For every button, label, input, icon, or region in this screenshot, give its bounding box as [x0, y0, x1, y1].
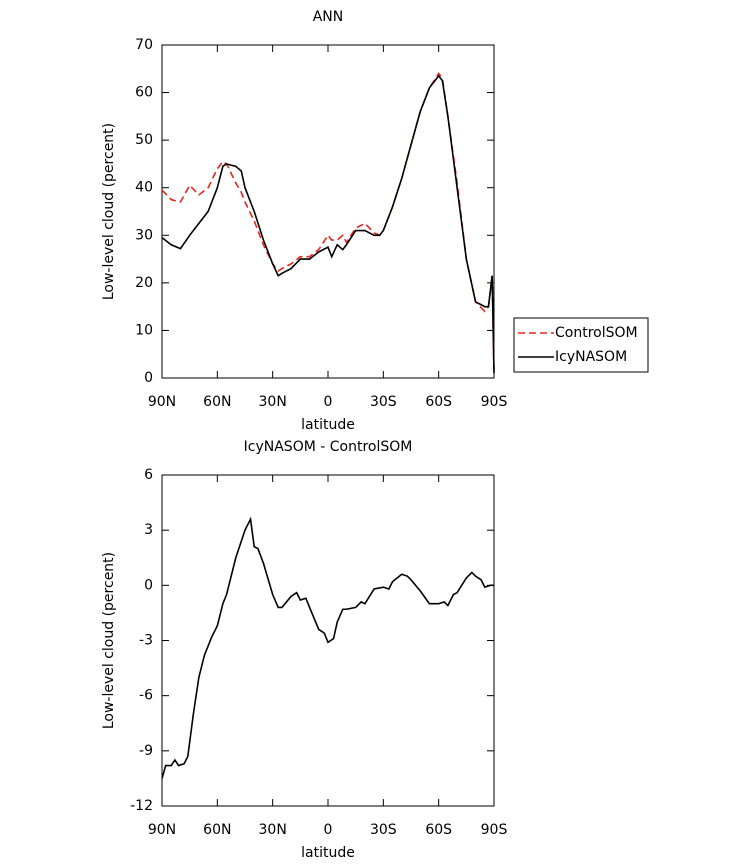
x-tick-label: 90N — [148, 394, 176, 410]
data-line — [161, 74, 495, 374]
data-line — [161, 516, 494, 779]
x-tick-label: 60S — [425, 394, 452, 410]
y-tick-label: 20 — [135, 275, 153, 291]
legend-box — [513, 317, 649, 373]
x-tick-label: 0 — [324, 394, 333, 410]
x-tick-label: 60N — [203, 822, 231, 838]
y-axis-label: Low-level cloud (percent) — [101, 552, 117, 729]
y-tick-label: 10 — [135, 322, 153, 338]
x-tick-label: 30S — [370, 822, 397, 838]
x-tick-label: 60N — [203, 394, 231, 410]
legend-label: IcyNASOM — [555, 349, 627, 365]
x-tick-label: 90S — [481, 394, 508, 410]
y-tick-label: 6 — [144, 467, 153, 483]
y-tick-label: 40 — [135, 180, 153, 196]
y-tick-label: 0 — [144, 370, 153, 386]
x-tick-label: 30N — [259, 822, 287, 838]
y-tick-label: 50 — [135, 132, 153, 148]
x-tick-label: 60S — [425, 822, 452, 838]
y-tick-label: 30 — [135, 227, 153, 243]
x-tick-label: 0 — [324, 822, 333, 838]
y-tick-label: -3 — [139, 633, 153, 649]
y-tick-label: -9 — [139, 743, 153, 759]
y-tick-label: -12 — [130, 798, 153, 814]
data-line — [161, 72, 495, 374]
legend-label: ControlSOM — [555, 325, 638, 341]
chart-title: ANN — [313, 9, 344, 25]
x-axis-label: latitude — [301, 417, 355, 433]
y-tick-label: 60 — [135, 85, 153, 101]
y-axis-label: Low-level cloud (percent) — [101, 123, 117, 300]
x-tick-label: 30S — [370, 394, 397, 410]
y-tick-label: -6 — [139, 688, 153, 704]
chart-title: IcyNASOM - ControlSOM — [244, 439, 413, 455]
y-tick-label: 3 — [144, 522, 153, 538]
legend: ControlSOM IcyNASOM — [513, 317, 649, 373]
x-tick-label: 90N — [148, 822, 176, 838]
x-tick-label: 90S — [481, 822, 508, 838]
y-tick-label: 70 — [135, 37, 153, 53]
y-tick-label: 0 — [144, 577, 153, 593]
x-axis-label: latitude — [301, 845, 355, 861]
x-tick-label: 30N — [259, 394, 287, 410]
